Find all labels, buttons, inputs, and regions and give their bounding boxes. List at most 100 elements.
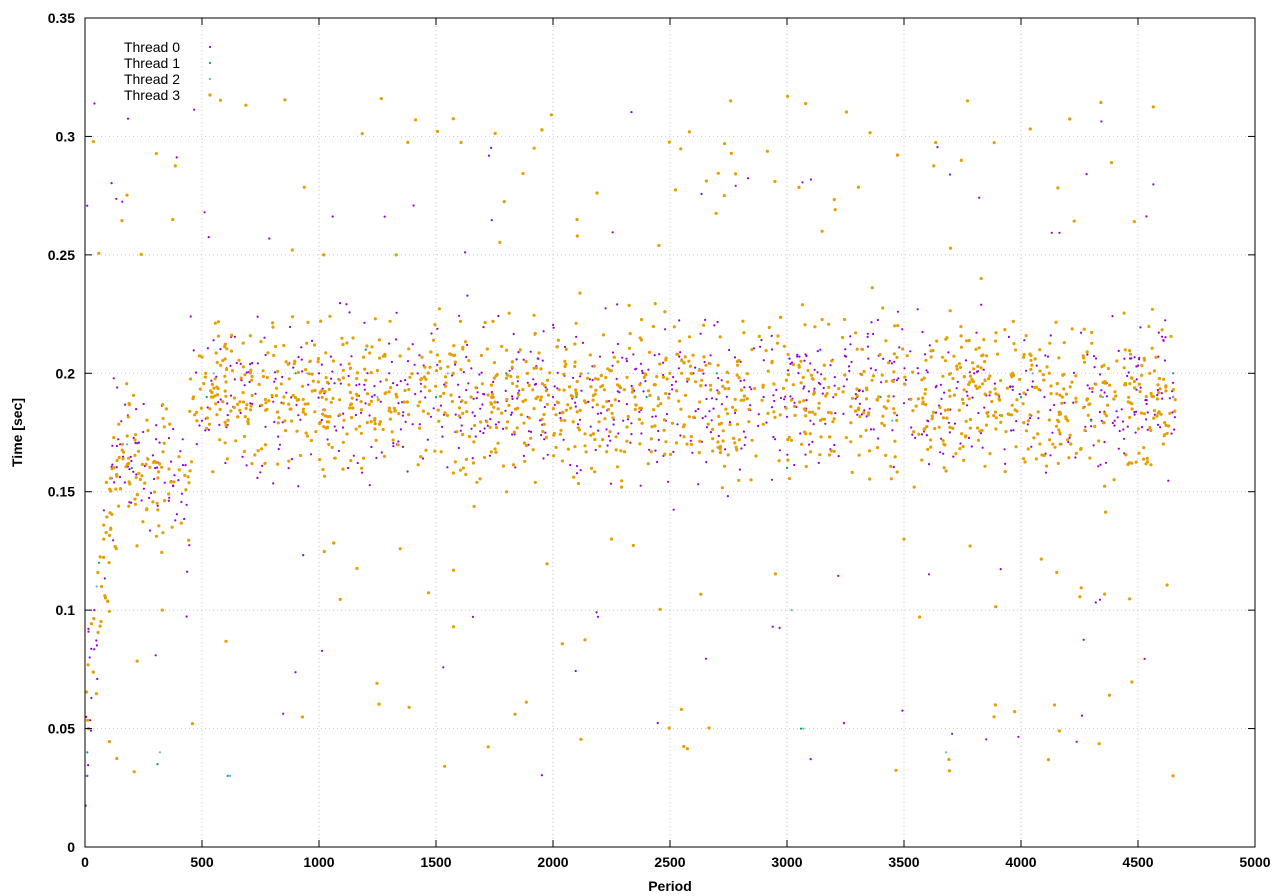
data-point xyxy=(175,513,178,516)
data-point xyxy=(290,396,293,399)
data-point xyxy=(151,454,154,457)
data-point xyxy=(363,321,366,324)
data-point xyxy=(799,432,802,435)
data-point xyxy=(1026,388,1029,392)
data-point xyxy=(536,357,539,360)
data-point xyxy=(118,475,122,479)
data-point xyxy=(813,387,816,390)
data-point xyxy=(1127,371,1130,374)
data-point xyxy=(117,438,120,441)
data-point xyxy=(457,446,460,450)
data-point xyxy=(717,434,720,438)
data-point xyxy=(1049,334,1052,337)
data-point xyxy=(1091,390,1094,393)
data-point xyxy=(672,376,675,379)
data-point xyxy=(446,466,449,469)
data-point xyxy=(858,402,862,405)
data-point xyxy=(116,386,119,389)
data-point xyxy=(672,450,675,453)
data-point xyxy=(948,173,952,176)
data-point xyxy=(983,406,986,409)
data-point xyxy=(103,577,106,580)
data-point xyxy=(434,395,438,399)
data-point xyxy=(309,453,313,456)
data-point xyxy=(140,499,143,502)
data-point xyxy=(856,413,859,416)
data-point xyxy=(424,396,427,399)
data-point xyxy=(1146,411,1149,414)
data-point xyxy=(320,649,324,653)
data-point xyxy=(413,363,416,366)
data-point xyxy=(939,383,943,386)
data-point xyxy=(625,357,628,360)
data-point xyxy=(837,574,840,578)
data-point xyxy=(739,379,742,382)
data-point xyxy=(295,403,298,407)
data-point xyxy=(1019,395,1023,399)
data-point xyxy=(478,373,481,376)
data-point xyxy=(277,447,280,451)
data-point xyxy=(167,437,171,440)
data-point xyxy=(910,426,913,429)
data-point xyxy=(895,414,899,417)
data-point xyxy=(572,376,575,379)
data-point xyxy=(1037,417,1040,420)
data-point xyxy=(895,379,899,382)
data-point xyxy=(1159,426,1162,429)
data-point xyxy=(896,310,900,313)
data-point xyxy=(676,423,679,426)
data-point xyxy=(609,482,613,485)
data-point xyxy=(599,412,603,415)
data-point xyxy=(510,395,514,398)
data-point xyxy=(943,391,946,394)
data-point xyxy=(320,363,323,366)
data-point xyxy=(421,457,425,460)
data-point xyxy=(951,732,954,735)
data-point xyxy=(454,413,457,416)
data-point xyxy=(264,353,267,357)
data-point xyxy=(1003,448,1006,451)
data-point xyxy=(87,764,90,767)
data-point xyxy=(574,405,577,408)
data-point xyxy=(639,362,643,365)
data-point xyxy=(1115,410,1118,413)
data-point xyxy=(762,395,765,399)
data-point xyxy=(329,355,332,358)
data-point xyxy=(239,411,242,415)
data-point xyxy=(740,447,743,450)
data-point xyxy=(155,424,158,427)
data-point xyxy=(395,338,398,341)
data-point xyxy=(605,428,608,431)
data-point xyxy=(126,117,130,120)
data-point xyxy=(156,466,159,469)
series-2 xyxy=(85,95,1177,778)
data-point xyxy=(355,384,358,387)
data-point xyxy=(177,479,180,482)
data-point xyxy=(651,415,654,418)
data-point xyxy=(241,455,244,458)
data-point xyxy=(277,435,280,438)
data-point xyxy=(809,362,812,365)
data-point xyxy=(1152,183,1155,186)
data-point xyxy=(926,419,929,422)
data-point xyxy=(174,519,177,522)
data-point xyxy=(653,354,656,357)
data-point xyxy=(287,467,290,470)
data-point xyxy=(472,397,475,400)
data-point xyxy=(854,397,857,400)
data-point xyxy=(1067,440,1070,444)
data-point xyxy=(817,461,820,464)
data-point xyxy=(988,394,991,397)
data-point xyxy=(331,370,334,373)
data-point xyxy=(1135,365,1138,368)
data-point xyxy=(939,412,943,415)
data-point xyxy=(770,334,773,337)
data-point xyxy=(379,400,382,403)
data-point xyxy=(245,371,248,374)
data-point xyxy=(977,411,980,415)
data-point xyxy=(411,343,414,346)
data-point xyxy=(803,359,806,362)
data-point xyxy=(173,474,176,477)
data-point xyxy=(975,370,979,373)
data-point xyxy=(606,444,609,447)
